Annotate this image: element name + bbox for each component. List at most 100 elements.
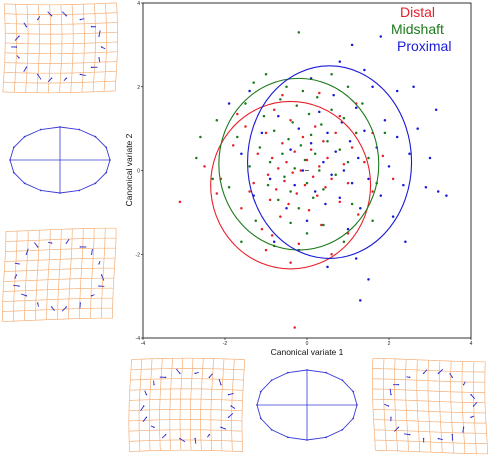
point-proximal — [367, 177, 370, 181]
point-midshaft — [330, 108, 333, 112]
point-midshaft — [236, 135, 239, 139]
point-midshaft — [281, 152, 284, 155]
point-midshaft — [195, 156, 198, 160]
point-distal — [256, 152, 260, 155]
point-proximal — [434, 108, 438, 112]
point-proximal — [359, 206, 362, 210]
shape-deformation-panels — [2, 2, 489, 455]
point-proximal — [342, 169, 346, 172]
point-distal — [357, 213, 360, 216]
point-midshaft — [293, 167, 296, 170]
point-proximal — [272, 240, 276, 243]
point-proximal — [367, 278, 370, 281]
point-distal — [363, 160, 366, 164]
x-tick-label: 0 — [306, 341, 309, 347]
point-midshaft — [346, 160, 350, 164]
point-midshaft — [303, 158, 307, 162]
y-axis-title: Canonical variate 2 — [124, 133, 134, 206]
point-distal — [307, 209, 311, 212]
point-distal — [260, 227, 264, 231]
point-distal — [281, 93, 284, 97]
point-proximal — [260, 131, 264, 135]
point-proximal — [354, 106, 358, 109]
point-distal — [244, 125, 247, 128]
point-midshaft — [311, 196, 315, 199]
point-midshaft — [297, 206, 301, 210]
point-proximal — [346, 227, 350, 231]
point-proximal — [313, 190, 317, 193]
point-midshaft — [283, 175, 286, 179]
point-midshaft — [285, 85, 288, 88]
mean-shape-ellipse-left-icon — [9, 126, 111, 194]
point-midshaft — [277, 198, 280, 202]
point-distal — [289, 261, 292, 264]
point-midshaft — [244, 102, 247, 105]
point-midshaft — [346, 85, 350, 88]
point-proximal — [326, 131, 329, 135]
point-midshaft — [326, 139, 329, 143]
point-proximal — [404, 240, 407, 243]
point-distal — [293, 326, 296, 329]
point-proximal — [248, 89, 251, 93]
y-tick-label: 2 — [137, 85, 140, 91]
point-proximal — [359, 299, 362, 302]
point-proximal — [240, 152, 243, 155]
point-distal — [252, 181, 255, 185]
point-distal — [316, 194, 319, 197]
point-proximal — [424, 186, 428, 189]
point-proximal — [338, 196, 342, 199]
point-midshaft — [301, 89, 305, 93]
point-distal — [270, 156, 274, 160]
point-midshaft — [289, 190, 292, 193]
point-midshaft — [322, 188, 325, 191]
point-distal — [381, 154, 385, 158]
point-distal — [303, 183, 307, 187]
point-midshaft — [258, 146, 262, 149]
x-tick-label: -2 — [223, 341, 228, 347]
point-distal — [320, 223, 323, 227]
point-proximal — [416, 127, 419, 130]
point-midshaft — [272, 129, 276, 132]
point-distal — [277, 167, 280, 170]
point-proximal — [395, 135, 399, 139]
point-proximal — [354, 257, 358, 260]
point-proximal — [379, 35, 383, 38]
point-distal — [326, 156, 329, 160]
y-tick-label: 4 — [137, 1, 140, 7]
point-distal — [279, 215, 282, 218]
point-proximal — [309, 142, 313, 145]
point-distal — [203, 165, 206, 168]
point-distal — [309, 148, 313, 151]
point-distal — [391, 177, 395, 181]
point-distal — [305, 158, 309, 162]
point-distal — [293, 150, 296, 153]
point-midshaft — [262, 114, 266, 118]
point-proximal — [445, 194, 448, 197]
point-proximal — [363, 129, 366, 132]
point-midshaft — [289, 221, 292, 225]
legend: Distal Midshaft Proximal — [391, 4, 451, 54]
point-proximal — [289, 148, 292, 151]
point-proximal — [391, 215, 395, 218]
point-proximal — [436, 190, 440, 193]
point-proximal — [348, 139, 352, 143]
deformation-grid-bottom-right-icon — [372, 357, 489, 455]
point-proximal — [363, 68, 366, 72]
point-distal — [334, 131, 337, 135]
point-midshaft — [383, 131, 387, 135]
y-tick-label: -2 — [136, 252, 141, 258]
point-distal — [350, 146, 354, 149]
point-distal — [272, 108, 276, 112]
point-distal — [338, 200, 342, 204]
point-midshaft — [279, 98, 282, 101]
point-distal — [248, 190, 251, 193]
point-proximal — [371, 85, 374, 88]
point-proximal — [268, 177, 272, 181]
point-distal — [330, 177, 333, 181]
x-tick-label: 2 — [388, 341, 391, 347]
point-midshaft — [330, 72, 333, 76]
point-distal — [266, 173, 270, 176]
confidence-ellipse-midshaft — [218, 77, 380, 251]
point-proximal — [357, 156, 360, 160]
